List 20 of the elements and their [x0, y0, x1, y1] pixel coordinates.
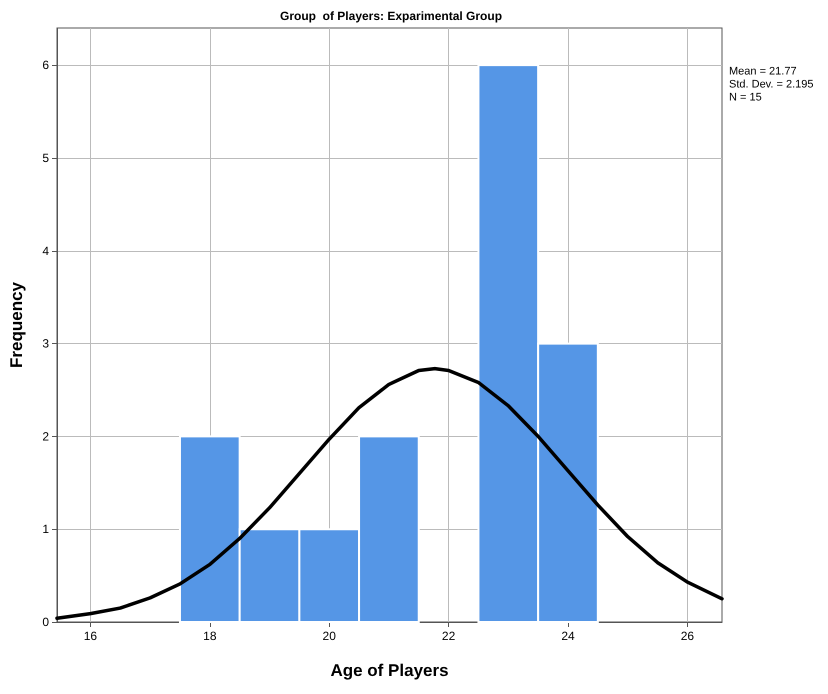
y-tick-label: 6: [42, 58, 50, 72]
x-tick-label: 22: [442, 629, 456, 643]
y-tick-label: 0: [42, 615, 50, 629]
y-tick-label: 3: [42, 336, 50, 351]
x-tick-label: 26: [680, 629, 694, 643]
x-tick-label: 18: [203, 629, 217, 643]
x-tick-label: 16: [84, 629, 98, 643]
line-series: [55, 366, 724, 620]
x-tick-label: 24: [561, 629, 575, 643]
text: Std. Dev. = 2.195: [729, 78, 814, 90]
x-tick-label: 20: [322, 629, 336, 643]
y-axis-title: Frequency: [7, 281, 26, 368]
x-axis-title: Age of Players: [330, 661, 449, 680]
y-tick-label: 5: [42, 150, 50, 165]
y-tick-label: 4: [42, 244, 50, 258]
y-tick-label: 2: [42, 429, 50, 444]
text: Mean = 21.77: [729, 66, 797, 78]
chart-title: Group of Players: Exparimental Group: [280, 9, 502, 23]
y-tick-label: 1: [42, 522, 50, 536]
text: N = 15: [729, 92, 762, 104]
